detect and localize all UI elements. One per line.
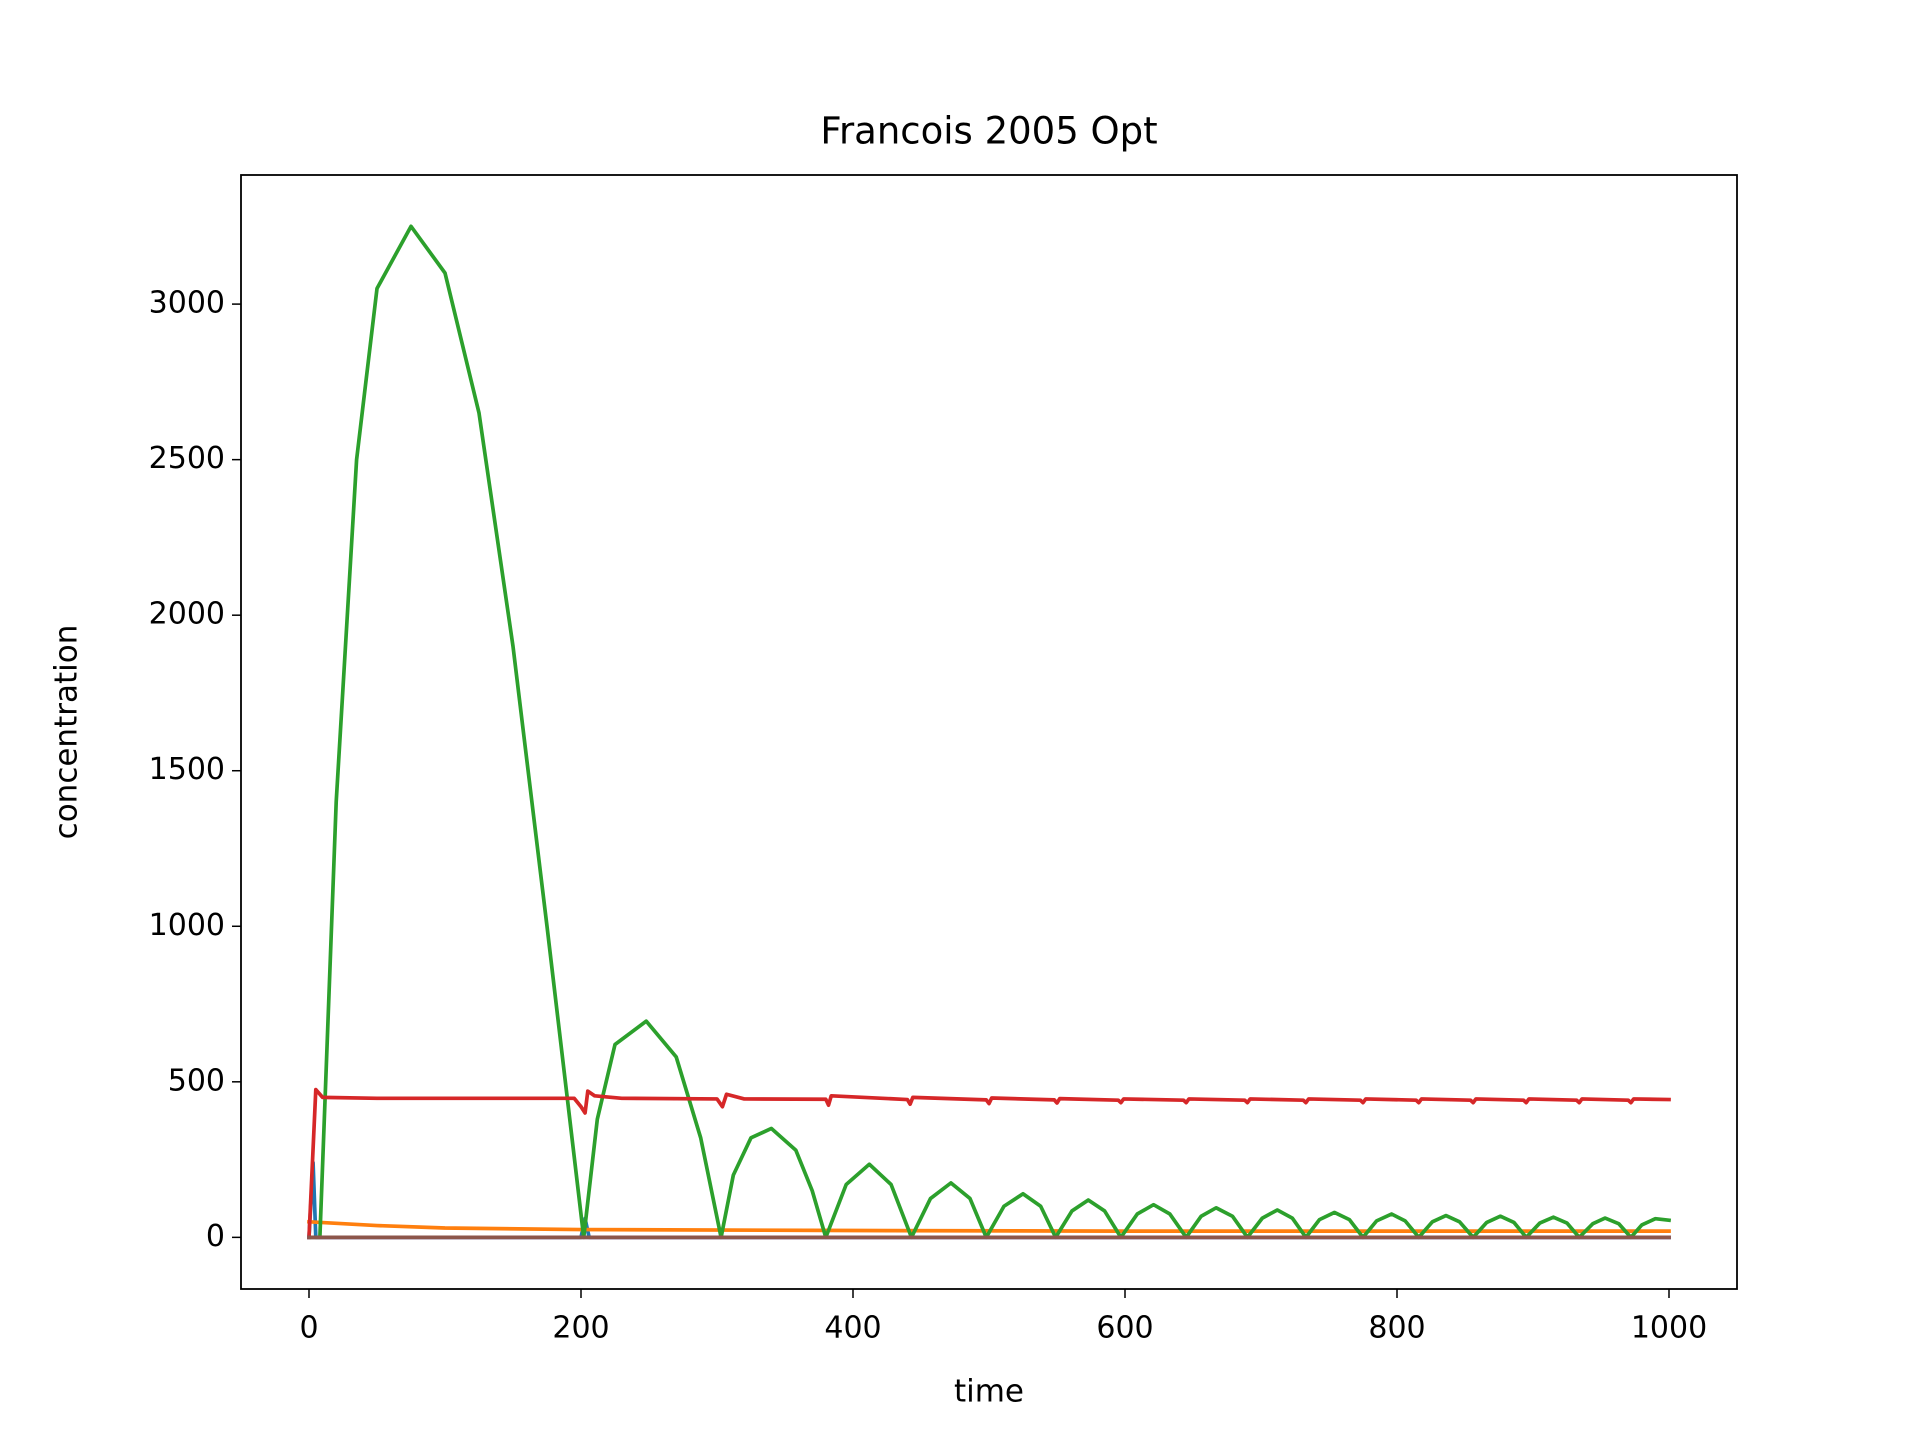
x-tick-label: 600 — [1096, 1311, 1153, 1346]
series-line — [307, 224, 1672, 1240]
x-axis-label: time — [954, 1374, 1024, 1410]
y-tick-label: 500 — [168, 1063, 225, 1098]
x-tick-label: 800 — [1368, 1311, 1425, 1346]
y-axis-label: concentration — [49, 625, 85, 840]
y-tick-label: 0 — [206, 1219, 225, 1254]
y-tick-label: 2000 — [149, 597, 225, 632]
y-tick-label: 1500 — [149, 752, 225, 787]
x-tick-label: 400 — [824, 1311, 881, 1346]
x-tick-label: 0 — [299, 1311, 318, 1346]
plot-frame — [240, 174, 1738, 1290]
x-tick-label: 1000 — [1631, 1311, 1707, 1346]
series-line — [307, 1087, 1671, 1240]
y-tick-label: 3000 — [149, 286, 225, 321]
y-tick-label: 1000 — [149, 908, 225, 943]
y-tick-label: 2500 — [149, 441, 225, 476]
chart-title: Francois 2005 Opt — [820, 110, 1157, 153]
series-line — [307, 1219, 1671, 1233]
x-tick-label: 200 — [552, 1311, 609, 1346]
